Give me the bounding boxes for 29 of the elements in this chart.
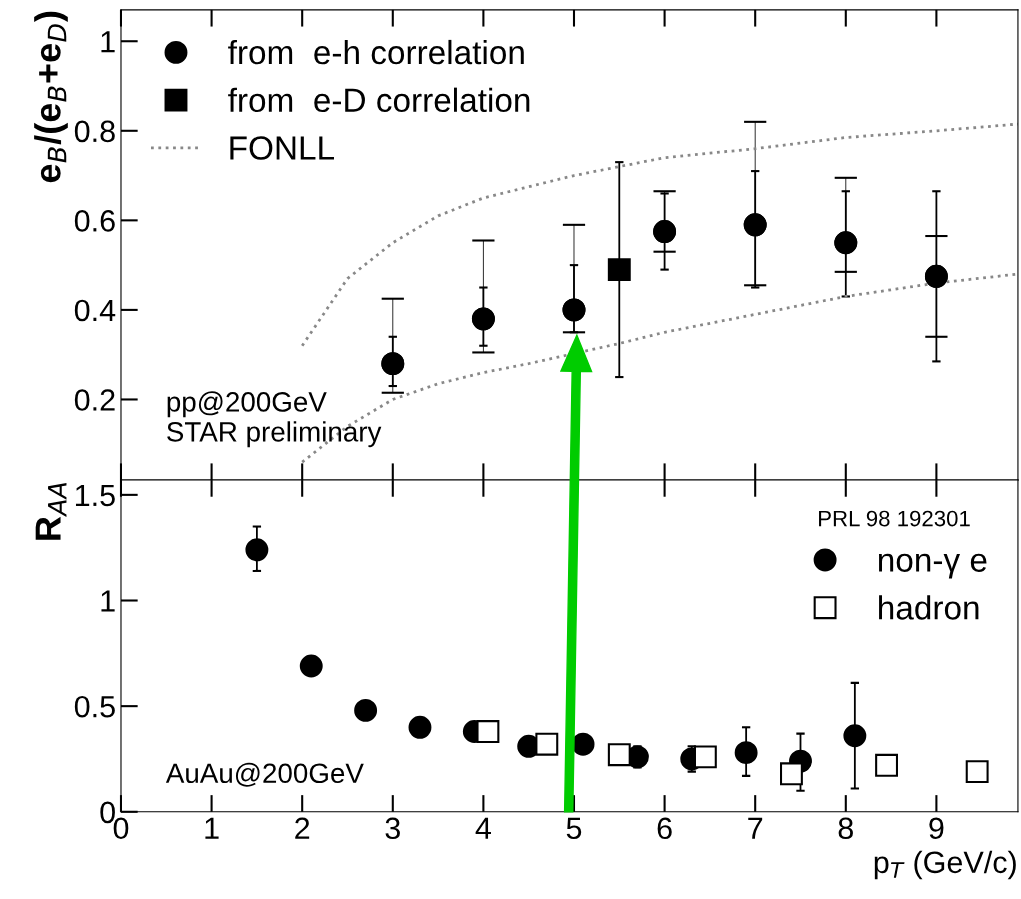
- y-tick-label: 0.5: [74, 695, 115, 718]
- y-tick-label: 1.5: [75, 484, 115, 507]
- legend-label: from e-D correlation: [228, 87, 530, 113]
- legend-label: from e-h correlation: [228, 39, 524, 65]
- x-tick-label: 9: [929, 817, 944, 840]
- y-tick-label: 0.6: [74, 210, 115, 232]
- x-tick-label: 8: [838, 817, 853, 840]
- x-tick-label: 5: [566, 817, 582, 840]
- y-axis-title: R$_{AA}$: [35, 482, 67, 540]
- y-axis-title: e$_{B}$/(e$_{B}$+e$_{D}$): [34, 11, 68, 183]
- x-tick-label: 3: [385, 817, 400, 840]
- y-tick-label: 0: [100, 801, 115, 824]
- y-tick-label: 0.2: [74, 389, 115, 411]
- x-tick-label: 7: [748, 817, 763, 839]
- y-tick-label: 0.4: [74, 299, 116, 322]
- legend-label: hadron: [879, 595, 979, 620]
- x-tick-label: 1: [205, 817, 219, 839]
- x-tick-label: 2: [295, 817, 310, 839]
- y-tick-label: 1: [101, 31, 115, 53]
- legend-title: PRL 98 192301: [819, 510, 970, 527]
- y-tick-label: 0.8: [74, 120, 115, 143]
- annotation: pp@200GeV STAR preliminary: [167, 391, 382, 448]
- annotation: AuAu@200GeV: [165, 762, 364, 787]
- x-axis-title: p$_{T}$ (GeV/c): [874, 850, 1016, 880]
- x-tick-label: 6: [657, 817, 672, 840]
- legend-label: non-γ e: [878, 553, 987, 579]
- legend-label: FONLL: [230, 136, 334, 160]
- x-tick-label: 4: [475, 817, 491, 839]
- y-tick-label: 1: [101, 590, 115, 612]
